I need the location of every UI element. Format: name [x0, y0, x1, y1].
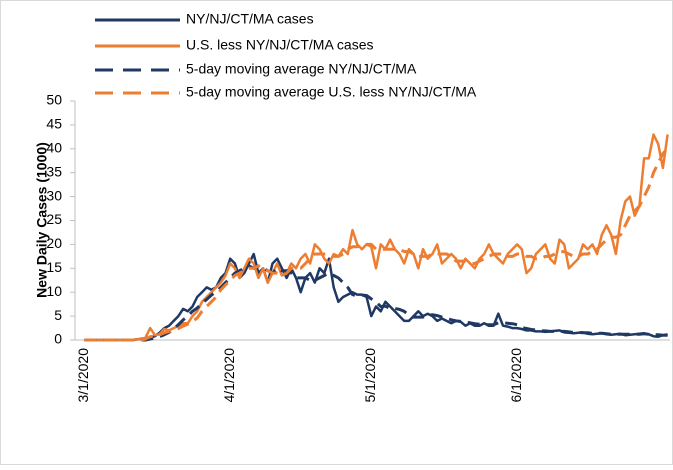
- x-tick-label: 4/1/2020: [221, 348, 237, 403]
- y-tick-label: 25: [46, 211, 62, 227]
- legend-label: NY/NJ/CT/MA cases: [186, 11, 314, 27]
- legend-label: U.S. less NY/NJ/CT/MA cases: [186, 37, 373, 53]
- y-tick-label: 5: [54, 307, 62, 323]
- y-tick-label: 40: [46, 140, 62, 156]
- y-tick-label: 0: [54, 331, 62, 347]
- y-tick-label: 50: [46, 92, 62, 108]
- legend-label: 5-day moving average U.S. less NY/NJ/CT/…: [186, 84, 477, 100]
- y-tick-label: 15: [46, 259, 62, 275]
- x-tick-label: 3/1/2020: [75, 348, 91, 403]
- y-tick-label: 45: [46, 116, 62, 132]
- series-line: [84, 264, 668, 342]
- series-line: [84, 133, 669, 342]
- y-tick-label: 20: [46, 235, 62, 251]
- x-tick-label: 6/1/2020: [508, 348, 524, 403]
- y-tick-label: 10: [46, 283, 62, 299]
- x-tick-label: 5/1/2020: [362, 348, 378, 403]
- series-line: [84, 147, 669, 342]
- legend-label: 5-day moving average NY/NJ/CT/MA: [186, 61, 417, 77]
- y-axis-label: New Daily Cases (1000): [34, 142, 50, 298]
- y-tick-label: 35: [46, 163, 62, 179]
- y-tick-label: 30: [46, 187, 62, 203]
